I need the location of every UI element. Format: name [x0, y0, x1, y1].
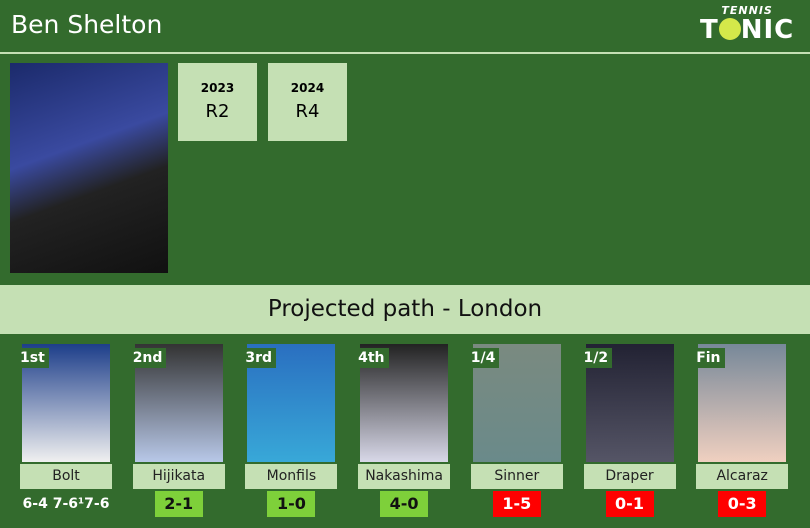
divider: [0, 52, 810, 54]
opponent-name: Draper: [583, 464, 676, 489]
head-to-head-score: 1-0: [267, 491, 316, 517]
head-to-head-score: 0-3: [718, 491, 767, 517]
head-to-head-score: 6-4 7-6¹7-6: [22, 496, 110, 512]
round-label: 1st: [16, 348, 49, 368]
round-label: 2nd: [128, 348, 167, 368]
tennis-ball-icon: [718, 18, 741, 40]
opponent-name: Hijikata: [132, 464, 225, 489]
opponent-name: Alcaraz: [696, 464, 789, 489]
head-to-head-score: 1-5: [492, 491, 541, 517]
head-to-head-score: 2-1: [154, 491, 203, 517]
opponent-name: Bolt: [20, 464, 112, 489]
head-to-head-score: 0-1: [605, 491, 654, 517]
round-label: 1/2: [579, 348, 613, 368]
round-label: Fin: [692, 348, 725, 368]
player-photo: [10, 63, 168, 273]
opponent-name: Sinner: [470, 464, 563, 489]
round-label: 4th: [354, 348, 389, 368]
round-label: 1/4: [466, 348, 500, 368]
opponent-name: Monfils: [245, 464, 338, 489]
year-box-2024: 2024 R4: [268, 63, 347, 141]
projected-path-banner: Projected path - London: [0, 285, 810, 334]
round-label: 3rd: [241, 348, 277, 368]
year-box-2023: 2023 R2: [178, 63, 257, 141]
tennis-tonic-logo[interactable]: TENNIS T NIC: [700, 4, 795, 45]
opponent-name: Nakashima: [358, 464, 451, 489]
player-name: Ben Shelton: [11, 10, 163, 39]
head-to-head-score: 4-0: [380, 491, 429, 517]
